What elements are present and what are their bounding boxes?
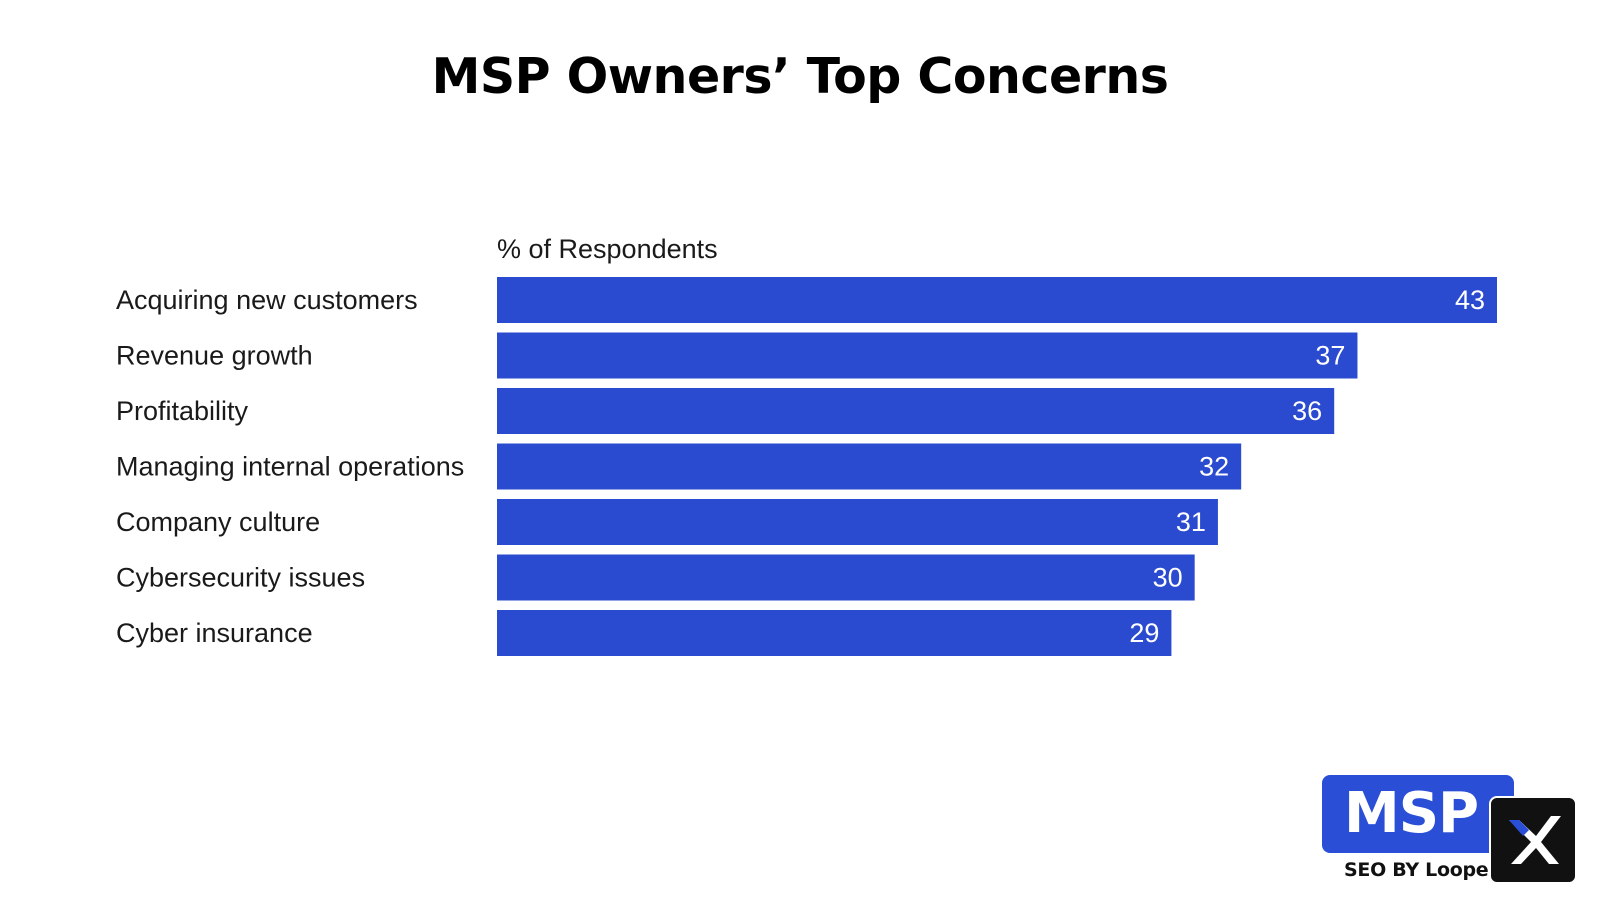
category-label: Company culture bbox=[116, 507, 320, 537]
data-label: 31 bbox=[1176, 507, 1206, 537]
bar bbox=[497, 610, 1172, 656]
bar bbox=[497, 554, 1195, 601]
data-label: 32 bbox=[1199, 452, 1229, 482]
data-label: 29 bbox=[1129, 618, 1159, 648]
brand-logo: MSP SEO BY Loopex bbox=[1322, 775, 1577, 887]
category-label: Revenue growth bbox=[116, 341, 313, 371]
value-axis-label: % of Respondents bbox=[497, 234, 718, 264]
category-label: Acquiring new customers bbox=[116, 285, 418, 315]
category-label: Cybersecurity issues bbox=[116, 563, 365, 593]
bar bbox=[497, 332, 1358, 379]
x-icon bbox=[1489, 796, 1577, 884]
category-label: Managing internal operations bbox=[116, 452, 464, 482]
data-label: 36 bbox=[1292, 396, 1322, 426]
chart-title: MSP Owners’ Top Concerns bbox=[431, 48, 1169, 105]
data-label: 30 bbox=[1153, 563, 1183, 593]
category-label: Profitability bbox=[116, 396, 249, 426]
bar bbox=[497, 499, 1218, 545]
bar bbox=[497, 443, 1242, 490]
logo-box: MSP bbox=[1322, 775, 1514, 853]
bar bbox=[497, 277, 1497, 323]
category-label: Cyber insurance bbox=[116, 618, 313, 648]
bar bbox=[497, 388, 1335, 434]
logo-tagline: SEO BY Loopex bbox=[1344, 859, 1501, 881]
logo-text: MSP bbox=[1344, 781, 1479, 846]
data-label: 43 bbox=[1455, 285, 1485, 315]
data-label: 37 bbox=[1315, 341, 1345, 371]
bars-group: Acquiring new customers 43 Revenue growth 3… bbox=[116, 277, 1497, 656]
